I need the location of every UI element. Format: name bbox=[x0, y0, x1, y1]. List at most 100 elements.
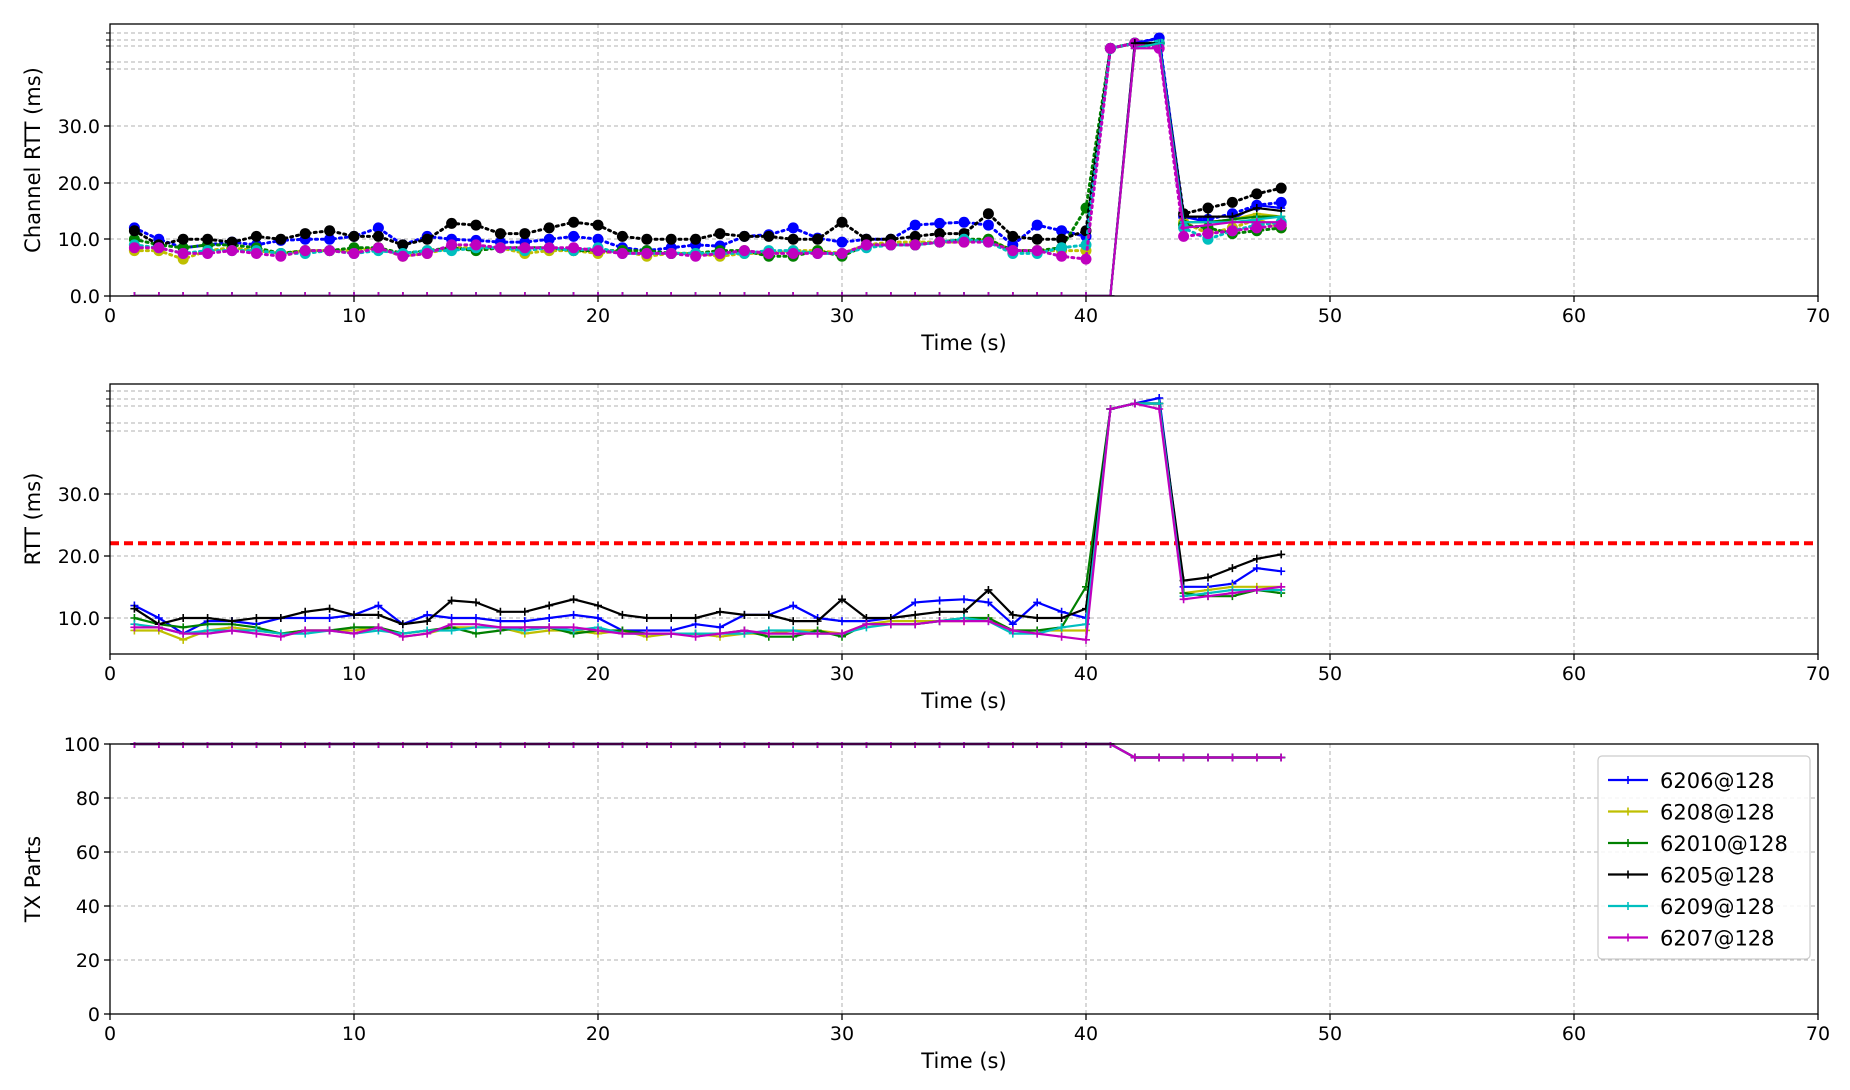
data-point bbox=[982, 208, 994, 220]
data-point bbox=[568, 242, 580, 254]
data-point bbox=[299, 245, 311, 257]
x-tick-label: 10 bbox=[342, 305, 366, 327]
data-point bbox=[812, 247, 824, 259]
data-point bbox=[324, 245, 336, 257]
series-6209@128 bbox=[130, 399, 1286, 638]
data-point bbox=[1130, 399, 1139, 408]
data-point bbox=[350, 292, 358, 296]
data-point bbox=[423, 292, 432, 296]
data-point bbox=[519, 242, 531, 254]
legend-marker bbox=[1624, 839, 1632, 847]
x-tick-label: 70 bbox=[1806, 663, 1830, 685]
x-tick-label: 40 bbox=[1074, 1023, 1098, 1045]
x-tick-label: 50 bbox=[1318, 663, 1342, 685]
data-point bbox=[545, 623, 554, 632]
data-point bbox=[1106, 405, 1115, 413]
data-point bbox=[984, 617, 993, 626]
data-point bbox=[153, 242, 165, 254]
data-point bbox=[470, 219, 482, 231]
x-tick-label: 10 bbox=[342, 663, 366, 685]
data-point bbox=[1179, 595, 1188, 604]
data-point bbox=[1178, 230, 1190, 242]
data-point bbox=[642, 629, 651, 638]
series-line bbox=[134, 742, 1282, 759]
x-axis-label: Time (s) bbox=[920, 1049, 1006, 1073]
data-point bbox=[470, 239, 482, 251]
series-6207@128 bbox=[130, 44, 1286, 296]
data-point bbox=[472, 598, 480, 607]
data-point bbox=[324, 225, 336, 237]
data-point bbox=[960, 617, 968, 626]
data-point bbox=[1155, 44, 1164, 53]
data-point bbox=[935, 607, 944, 616]
x-tick-label: 40 bbox=[1074, 663, 1098, 685]
series-line bbox=[134, 742, 1282, 759]
data-point bbox=[594, 292, 602, 296]
data-point bbox=[642, 292, 651, 296]
data-point bbox=[1056, 250, 1068, 262]
data-point bbox=[1252, 204, 1261, 213]
plot-area bbox=[128, 32, 1287, 296]
data-point bbox=[1228, 589, 1237, 598]
data-point bbox=[398, 620, 407, 629]
data-point bbox=[1082, 292, 1090, 296]
data-point bbox=[594, 626, 602, 635]
series-62010@128 bbox=[130, 39, 1286, 296]
data-point bbox=[838, 629, 846, 638]
data-point bbox=[934, 217, 946, 229]
data-point bbox=[960, 292, 968, 296]
subplot-3: 0 10 20 30 40 50 60 70 0 20 40 60 80 100 Time (s) TX Pa… bbox=[21, 734, 1830, 1073]
data-point bbox=[1057, 632, 1066, 641]
data-point bbox=[372, 242, 384, 254]
data-point bbox=[909, 230, 921, 242]
series-line bbox=[134, 742, 1282, 759]
data-point bbox=[128, 242, 140, 254]
data-point bbox=[1033, 292, 1042, 296]
series-line bbox=[132, 41, 1283, 261]
subplot-1: 0 10 20 30 40 50 60 70 0.0 10.0 20.0 30.0 Time (s) Ch… bbox=[21, 23, 1830, 355]
data-point bbox=[789, 629, 798, 638]
data-point bbox=[984, 598, 993, 607]
data-point bbox=[982, 219, 994, 231]
data-point bbox=[447, 596, 456, 605]
y-tick-label: 10.0 bbox=[58, 229, 100, 251]
data-point bbox=[301, 607, 310, 616]
x-tick-label: 0 bbox=[104, 305, 116, 327]
series-line bbox=[133, 396, 1282, 635]
data-point bbox=[935, 617, 944, 626]
data-point bbox=[836, 216, 848, 228]
data-point bbox=[958, 236, 970, 248]
x-tick-label: 20 bbox=[586, 1023, 610, 1045]
y-axis-label: RTT (ms) bbox=[21, 473, 45, 566]
data-point bbox=[1007, 245, 1019, 257]
data-point bbox=[301, 626, 310, 635]
data-point bbox=[667, 629, 676, 638]
data-point bbox=[348, 247, 360, 259]
data-point bbox=[299, 228, 311, 240]
data-point bbox=[787, 233, 799, 245]
plot-area bbox=[130, 742, 1286, 762]
series-6206@128 bbox=[130, 34, 1286, 296]
data-point bbox=[1057, 292, 1066, 296]
data-point bbox=[738, 230, 750, 242]
data-point bbox=[496, 607, 505, 616]
series-6206@128 bbox=[128, 32, 1287, 257]
series-line bbox=[132, 41, 1283, 255]
series-6207@128 bbox=[128, 37, 1287, 265]
series-line bbox=[132, 41, 1283, 247]
data-point bbox=[789, 292, 798, 296]
data-point bbox=[252, 629, 261, 638]
data-point bbox=[423, 629, 432, 638]
data-point bbox=[1228, 564, 1237, 573]
data-point bbox=[1031, 245, 1043, 257]
series-line bbox=[134, 402, 1282, 641]
data-point bbox=[691, 632, 700, 641]
data-point bbox=[592, 245, 604, 257]
y-tick-label: 30.0 bbox=[58, 484, 100, 506]
data-point bbox=[372, 222, 384, 234]
data-point bbox=[202, 247, 214, 259]
series-6208@128 bbox=[130, 39, 1286, 296]
data-point bbox=[545, 601, 554, 610]
x-tick-label: 60 bbox=[1562, 1023, 1586, 1045]
data-point bbox=[446, 239, 458, 251]
